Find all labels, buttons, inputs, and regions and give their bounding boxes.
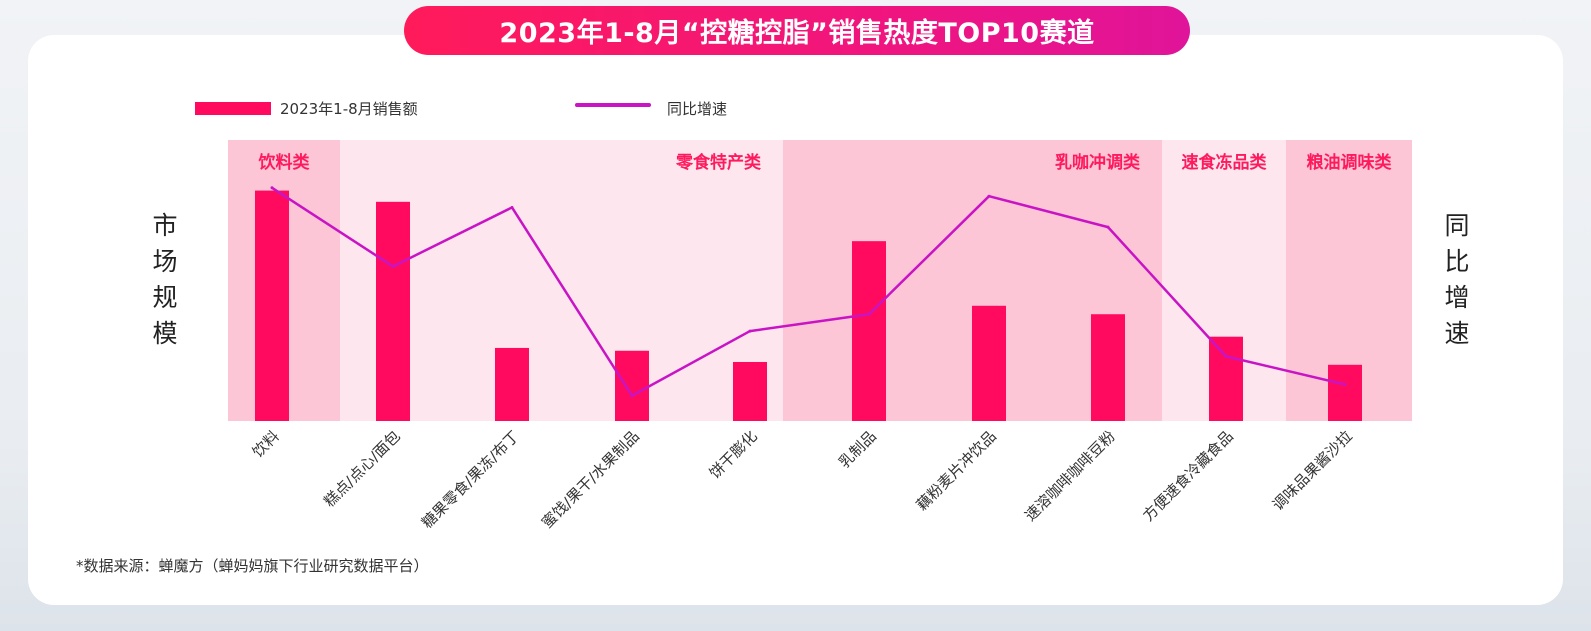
- growth-point-2: [510, 205, 514, 209]
- bar-6: [972, 305, 1006, 421]
- legend-bar-swatch: [195, 102, 271, 115]
- legend-line-swatch: [575, 103, 651, 107]
- growth-point-1: [391, 264, 395, 268]
- growth-point-7: [1106, 225, 1110, 229]
- growth-point-5: [867, 312, 871, 316]
- bar-3: [615, 350, 649, 421]
- bar-4: [733, 361, 767, 421]
- category-label-8: 方便速食冷藏食品: [1139, 427, 1237, 525]
- group-band-1: [340, 140, 783, 421]
- growth-point-3: [630, 394, 634, 398]
- bar-9: [1328, 364, 1362, 421]
- bar-7: [1091, 314, 1125, 421]
- growth-point-6: [987, 194, 991, 198]
- data-source-note: *数据来源：蝉魔方（蝉妈妈旗下行业研究数据平台）: [76, 557, 429, 575]
- growth-line: [271, 186, 1346, 397]
- category-label-1: 糕点/点心/面包: [320, 427, 404, 511]
- group-label-1: 零食特产类: [675, 152, 762, 173]
- group-label-2: 乳咖冲调类: [1055, 152, 1141, 173]
- legend-bar-label: 2023年1-8月销售额: [280, 100, 418, 118]
- category-label-9: 调味品果酱沙拉: [1269, 427, 1356, 514]
- category-label-2: 糖果零食/果冻/布丁: [418, 427, 523, 532]
- category-label-7: 速溶咖啡咖啡豆粉: [1021, 427, 1119, 525]
- legend-line-label: 同比增速: [667, 100, 728, 118]
- category-label-3: 蜜饯/果干/水果制品: [538, 427, 643, 532]
- category-label-4: 饼干膨化: [706, 427, 761, 482]
- growth-point-0: [270, 186, 274, 190]
- growth-point-4: [748, 329, 752, 333]
- left-axis-label: 市场规模: [152, 211, 178, 348]
- bar-1: [376, 201, 410, 421]
- bar-2: [495, 347, 529, 421]
- group-label-3: 速食冻品类: [1182, 152, 1268, 173]
- category-label-5: 乳制品: [835, 427, 880, 472]
- bar-5: [852, 241, 886, 421]
- group-label-4: 粮油调味类: [1307, 152, 1393, 173]
- category-label-0: 饮料: [249, 427, 283, 461]
- growth-point-8: [1224, 354, 1228, 358]
- right-axis-label: 同比增速: [1444, 211, 1470, 348]
- category-label-6: 藕粉麦片冲饮品: [913, 427, 1000, 514]
- chart-title: 2023年1-8月“控糖控脂”销售热度TOP10赛道: [404, 6, 1190, 55]
- bar-8: [1209, 336, 1243, 421]
- growth-point-9: [1343, 382, 1347, 386]
- group-label-0: 饮料类: [258, 152, 311, 173]
- bar-0: [255, 190, 289, 421]
